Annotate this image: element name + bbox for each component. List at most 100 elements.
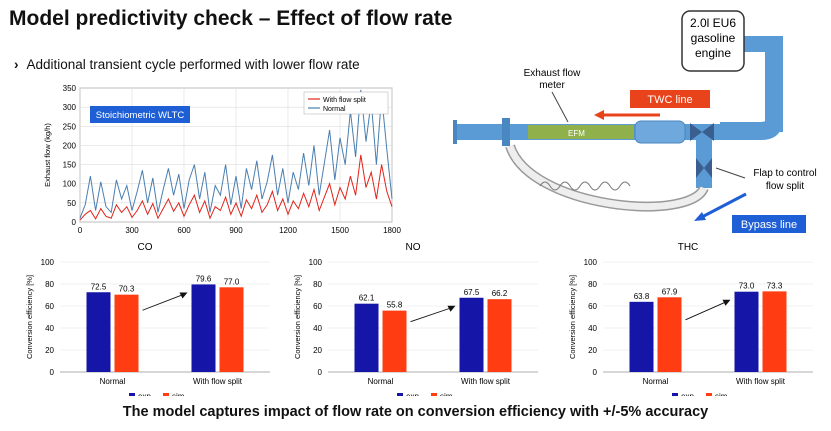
y-tick-label: 150	[63, 161, 77, 170]
trend-arrow	[685, 301, 727, 321]
y-tick-label: 300	[63, 103, 77, 112]
data-label: 73.0	[739, 282, 755, 291]
x-tick-label: 900	[229, 226, 243, 235]
twc-arrowhead-icon	[594, 110, 604, 120]
engine-label-line2: gasoline	[691, 31, 736, 45]
legend-swatch	[129, 393, 135, 396]
y-tick-label: 0	[72, 218, 77, 227]
bar-sim	[762, 291, 787, 372]
legend	[303, 91, 389, 115]
bullet-point: › Additional transient cycle performed wi…	[14, 57, 360, 72]
engine-label-line3: engine	[695, 46, 731, 60]
efm-segment	[528, 125, 634, 139]
y-tick-label: 40	[45, 324, 54, 333]
data-label: 55.8	[387, 301, 403, 310]
legend-swatch	[672, 393, 678, 396]
y-tick-label: 60	[45, 302, 54, 311]
series-line-normal	[79, 89, 393, 219]
bypass-pipe-inner	[506, 144, 708, 211]
data-label: 63.8	[634, 292, 650, 301]
data-label: 73.3	[767, 281, 783, 290]
data-label: 72.5	[91, 282, 107, 291]
pipe-flange	[453, 120, 457, 144]
trend-arrow	[142, 294, 184, 311]
y-tick-label: 80	[588, 280, 597, 289]
y-tick-label: 0	[593, 368, 598, 377]
y-tick-label: 60	[588, 302, 597, 311]
bar-exp	[86, 292, 111, 372]
data-label: 70.3	[119, 285, 135, 294]
y-tick-label: 0	[318, 368, 323, 377]
y-axis-label: Conversion efficiency [%]	[293, 275, 302, 359]
category-label: With flow split	[461, 377, 511, 386]
flap-label-line1: Flap to control	[753, 168, 816, 179]
flap-valve-icon	[696, 158, 704, 178]
y-axis-label: Exhaust flow (kg/h)	[43, 123, 52, 187]
x-tick-label: 1800	[383, 226, 401, 235]
twc-line-label: TWC line	[647, 94, 692, 106]
legend-swatch	[431, 393, 437, 396]
legend-entry: exp	[681, 392, 694, 396]
engine-label-line1: 2.0l EU6	[690, 16, 736, 30]
legend-entry: With flow split	[323, 97, 366, 104]
y-tick-label: 0	[50, 368, 55, 377]
y-tick-label: 50	[67, 199, 76, 208]
y-axis-label: Conversion efficiency [%]	[568, 275, 577, 359]
data-label: 66.2	[492, 289, 508, 298]
arrowhead-icon	[722, 299, 731, 306]
data-label: 67.9	[662, 287, 678, 296]
legend-entry: sim	[172, 392, 185, 396]
y-tick-label: 350	[63, 84, 77, 93]
twc-line-badge	[630, 90, 710, 108]
x-tick-label: 1200	[279, 226, 297, 235]
bullet-text: Additional transient cycle performed wit…	[26, 57, 360, 72]
bar-exp	[629, 301, 654, 372]
bar-sim	[114, 294, 139, 372]
meter-leader-line	[551, 91, 569, 123]
bypass-line-label: Bypass line	[741, 219, 797, 231]
bar-exp	[191, 284, 216, 372]
flap-valve-icon	[704, 158, 712, 178]
chevron-right-icon: ›	[14, 57, 19, 72]
data-label: 67.5	[464, 288, 480, 297]
exhaust-flow-line-chart: 0 50 100 150 200 250 300 350 0 300 600 900 1200 1500 1…	[43, 84, 401, 235]
chart-title: THC	[678, 242, 699, 253]
thc-bar-chart: THC 0 20 40 60 80 100 Conversion efficiency [%]…	[568, 242, 813, 396]
y-tick-label: 200	[63, 141, 77, 150]
co-bar-chart: CO 0 20 40 60 80 100 Conversion efficiency [%] N…	[25, 242, 270, 396]
twc-catalyst	[634, 120, 686, 144]
efm-label: EFM	[568, 129, 585, 138]
y-axis-label: Conversion efficiency [%]	[25, 275, 34, 359]
flap-leader-line	[715, 167, 746, 179]
legend-entry: sim	[440, 392, 453, 396]
y-tick-label: 100	[309, 258, 323, 267]
data-label: 77.0	[224, 277, 240, 286]
bar-sim	[382, 310, 407, 372]
y-tick-label: 20	[45, 346, 54, 355]
y-tick-label: 40	[313, 324, 322, 333]
engine-box: 2.0l EU6 gasoline engine	[681, 10, 745, 72]
y-tick-label: 40	[588, 324, 597, 333]
category-label: Normal	[368, 377, 394, 386]
trend-arrow	[410, 307, 452, 323]
exhaust-system-diagram: 2.0l EU6 gasoline engine EFM Exhaust flo…	[453, 10, 817, 233]
category-label: Normal	[100, 377, 126, 386]
x-tick-label: 300	[125, 226, 139, 235]
annotation-label: Stoichiometric WLTC	[96, 110, 185, 121]
chart-title: NO	[406, 242, 421, 253]
y-tick-label: 100	[41, 258, 55, 267]
bar-exp	[734, 291, 759, 372]
y-tick-label: 100	[63, 180, 77, 189]
exhaust-meter-label-line2: meter	[539, 80, 565, 91]
bypass-riser	[696, 140, 712, 188]
arrowhead-icon	[179, 292, 188, 299]
bypass-flow-arrow	[699, 192, 747, 220]
bar-sim	[487, 299, 512, 372]
bar-sim	[657, 297, 682, 372]
legend-entry: exp	[138, 392, 151, 396]
x-tick-label: 600	[177, 226, 191, 235]
y-tick-label: 20	[313, 346, 322, 355]
y-tick-label: 250	[63, 122, 77, 131]
flap-label-line2: flow split	[766, 181, 805, 192]
legend-entry: Normal	[323, 106, 346, 113]
